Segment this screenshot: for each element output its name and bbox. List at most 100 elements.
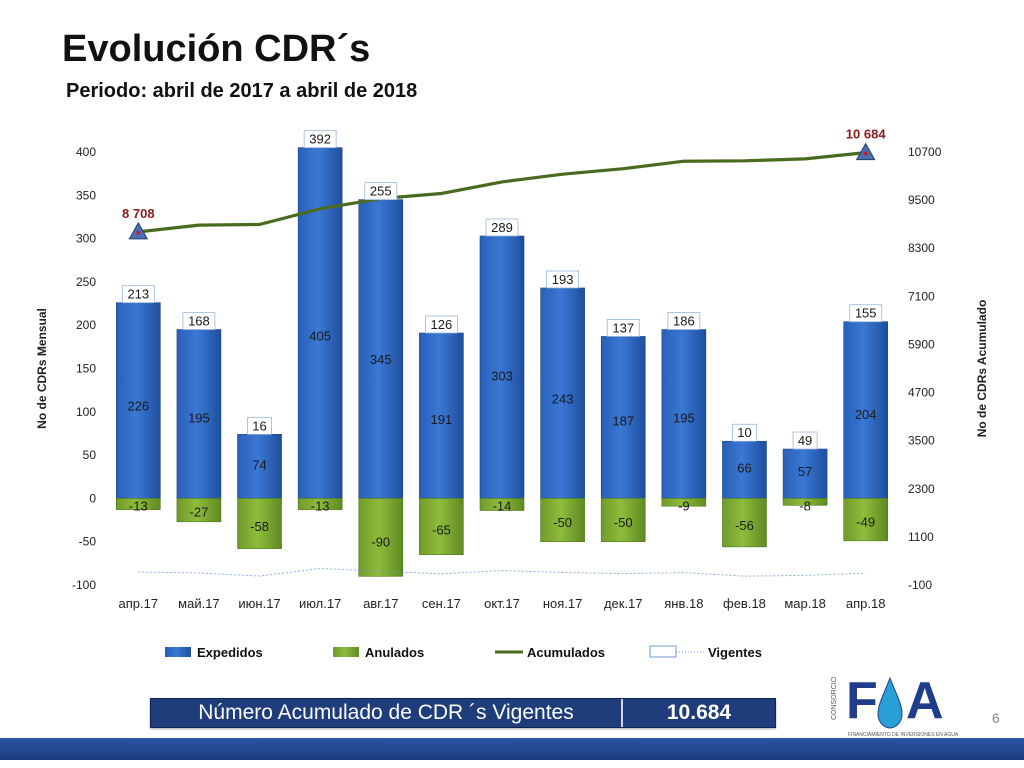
y-tick-label: 100	[76, 405, 96, 419]
anulados-bar	[661, 498, 707, 507]
expedidos-bar	[297, 147, 343, 499]
y-tick-label: -50	[79, 535, 97, 549]
expedidos-bar	[358, 199, 404, 499]
anulados-label: -90	[371, 534, 390, 549]
anulados-bar	[540, 498, 585, 542]
logo-vertical-text: CONSORCIO	[831, 676, 838, 720]
anulados-label: -49	[856, 515, 875, 530]
anulados-label: -9	[678, 498, 690, 513]
fia-logo: CONSORCIO F A FINANCIAMIENTO DE INVERSIO…	[831, 672, 959, 738]
x-tick-label: янв.18	[664, 596, 703, 611]
y-axis-title: No de CDRs Mensual	[35, 308, 49, 429]
logo-letter-a: A	[906, 672, 944, 730]
summary-label: Número Acumulado de CDR ´s Vigentes	[151, 699, 623, 727]
vigentes-label: 155	[855, 306, 877, 321]
anulados-label: -8	[799, 498, 811, 513]
anulados-label: -56	[735, 518, 754, 533]
y-tick-label: -100	[72, 578, 96, 592]
y2-tick-label: 7100	[908, 289, 935, 303]
expedidos-bar	[782, 448, 828, 499]
bottom-band	[0, 738, 1024, 760]
legend-label: Anulados	[365, 645, 424, 660]
anulados-label: -65	[432, 522, 451, 537]
logo-letter-f: F	[846, 672, 878, 730]
legend-swatch	[649, 645, 677, 658]
anulados-label: -50	[553, 515, 572, 530]
page-number: 6	[992, 710, 1000, 726]
x-tick-label: фев.18	[723, 596, 766, 611]
vigentes-label: 16	[252, 418, 266, 433]
expedidos-bar	[479, 235, 525, 499]
expedidos-label: 74	[252, 458, 266, 473]
anulados-label: -13	[311, 498, 330, 513]
logo-tagline: FINANCIAMIENTO DE INVERSIONES EN AGUA	[848, 732, 959, 738]
vigentes-label-box	[303, 130, 337, 149]
x-tick-label: апр.17	[119, 596, 159, 611]
vigentes-label: 186	[673, 314, 695, 329]
x-tick-label: апр.18	[846, 596, 886, 611]
x-tick-label: дек.17	[604, 596, 643, 611]
anulados-bar	[722, 498, 767, 548]
acumulados-label: 8 708	[122, 206, 155, 221]
y2-axis-title: No de CDRs Acumulado	[975, 300, 989, 438]
expedidos-label: 243	[552, 392, 574, 407]
y2-tick-label: 10700	[908, 145, 942, 159]
expedidos-bar	[843, 321, 888, 499]
y2-tick-label: 3500	[908, 434, 935, 448]
anulados-bar	[116, 498, 161, 510]
anulados-label: -58	[250, 519, 269, 534]
y-tick-label: 200	[76, 318, 96, 332]
expedidos-label: 195	[188, 410, 210, 425]
expedidos-label: 204	[855, 407, 877, 422]
vigentes-line	[138, 567, 866, 577]
anulados-label: -27	[190, 504, 209, 519]
expedidos-label: 303	[491, 368, 513, 383]
vigentes-label: 168	[188, 314, 210, 329]
y-tick-label: 0	[89, 491, 96, 505]
anulados-bar	[479, 498, 525, 511]
vigentes-label-box	[606, 319, 640, 337]
anulados-label: -14	[493, 498, 512, 513]
anulados-bar	[782, 498, 828, 506]
y2-tick-label: 2300	[908, 482, 935, 496]
legend-label: Expedidos	[197, 645, 263, 660]
acumulados-marker	[855, 142, 876, 161]
vigentes-label: 10	[737, 425, 751, 440]
vigentes-label-box	[732, 423, 757, 442]
x-tick-label: сен.17	[422, 596, 461, 611]
vigentes-label-box	[364, 182, 398, 201]
expedidos-bar	[176, 329, 222, 499]
vigentes-label: 137	[612, 320, 634, 335]
y2-tick-label: 1100	[908, 530, 934, 544]
expedidos-label: 226	[127, 398, 149, 413]
y-tick-label: 350	[76, 188, 96, 202]
vigentes-label-box	[849, 304, 883, 323]
anulados-bar	[843, 498, 888, 542]
vigentes-label-box	[546, 270, 580, 289]
y-tick-label: 400	[76, 145, 96, 159]
water-drop-icon	[877, 676, 903, 729]
expedidos-bar	[116, 302, 161, 499]
x-tick-label: окт.17	[484, 596, 520, 611]
vigentes-label-box	[121, 285, 155, 304]
cdr-evolution-chart: -100 -50 0 50 100 150 200 250 300 350 400 -100 1100 2…	[35, 127, 989, 660]
acumulados-marker-dot	[136, 230, 141, 235]
x-tick-label: авг.17	[363, 596, 398, 611]
y2-tick-label: 9500	[908, 193, 935, 207]
y-tick-label: 300	[76, 232, 96, 246]
vigentes-label-box	[247, 416, 272, 435]
vigentes-label: 392	[309, 132, 331, 147]
legend-swatch	[333, 647, 359, 657]
vigentes-label: 213	[127, 287, 149, 302]
y2-tick-label: 4700	[908, 386, 935, 400]
anulados-label: -13	[129, 498, 148, 513]
expedidos-bar	[661, 329, 707, 499]
legend-swatch	[165, 647, 191, 657]
expedidos-label: 345	[370, 352, 392, 367]
acumulados-line	[138, 151, 866, 234]
expedidos-label: 405	[309, 329, 331, 344]
x-tick-label: июл.17	[299, 596, 341, 611]
vigentes-label: 126	[431, 317, 453, 332]
acumulados-marker-dot	[863, 151, 868, 156]
expedidos-label: 66	[737, 461, 751, 476]
